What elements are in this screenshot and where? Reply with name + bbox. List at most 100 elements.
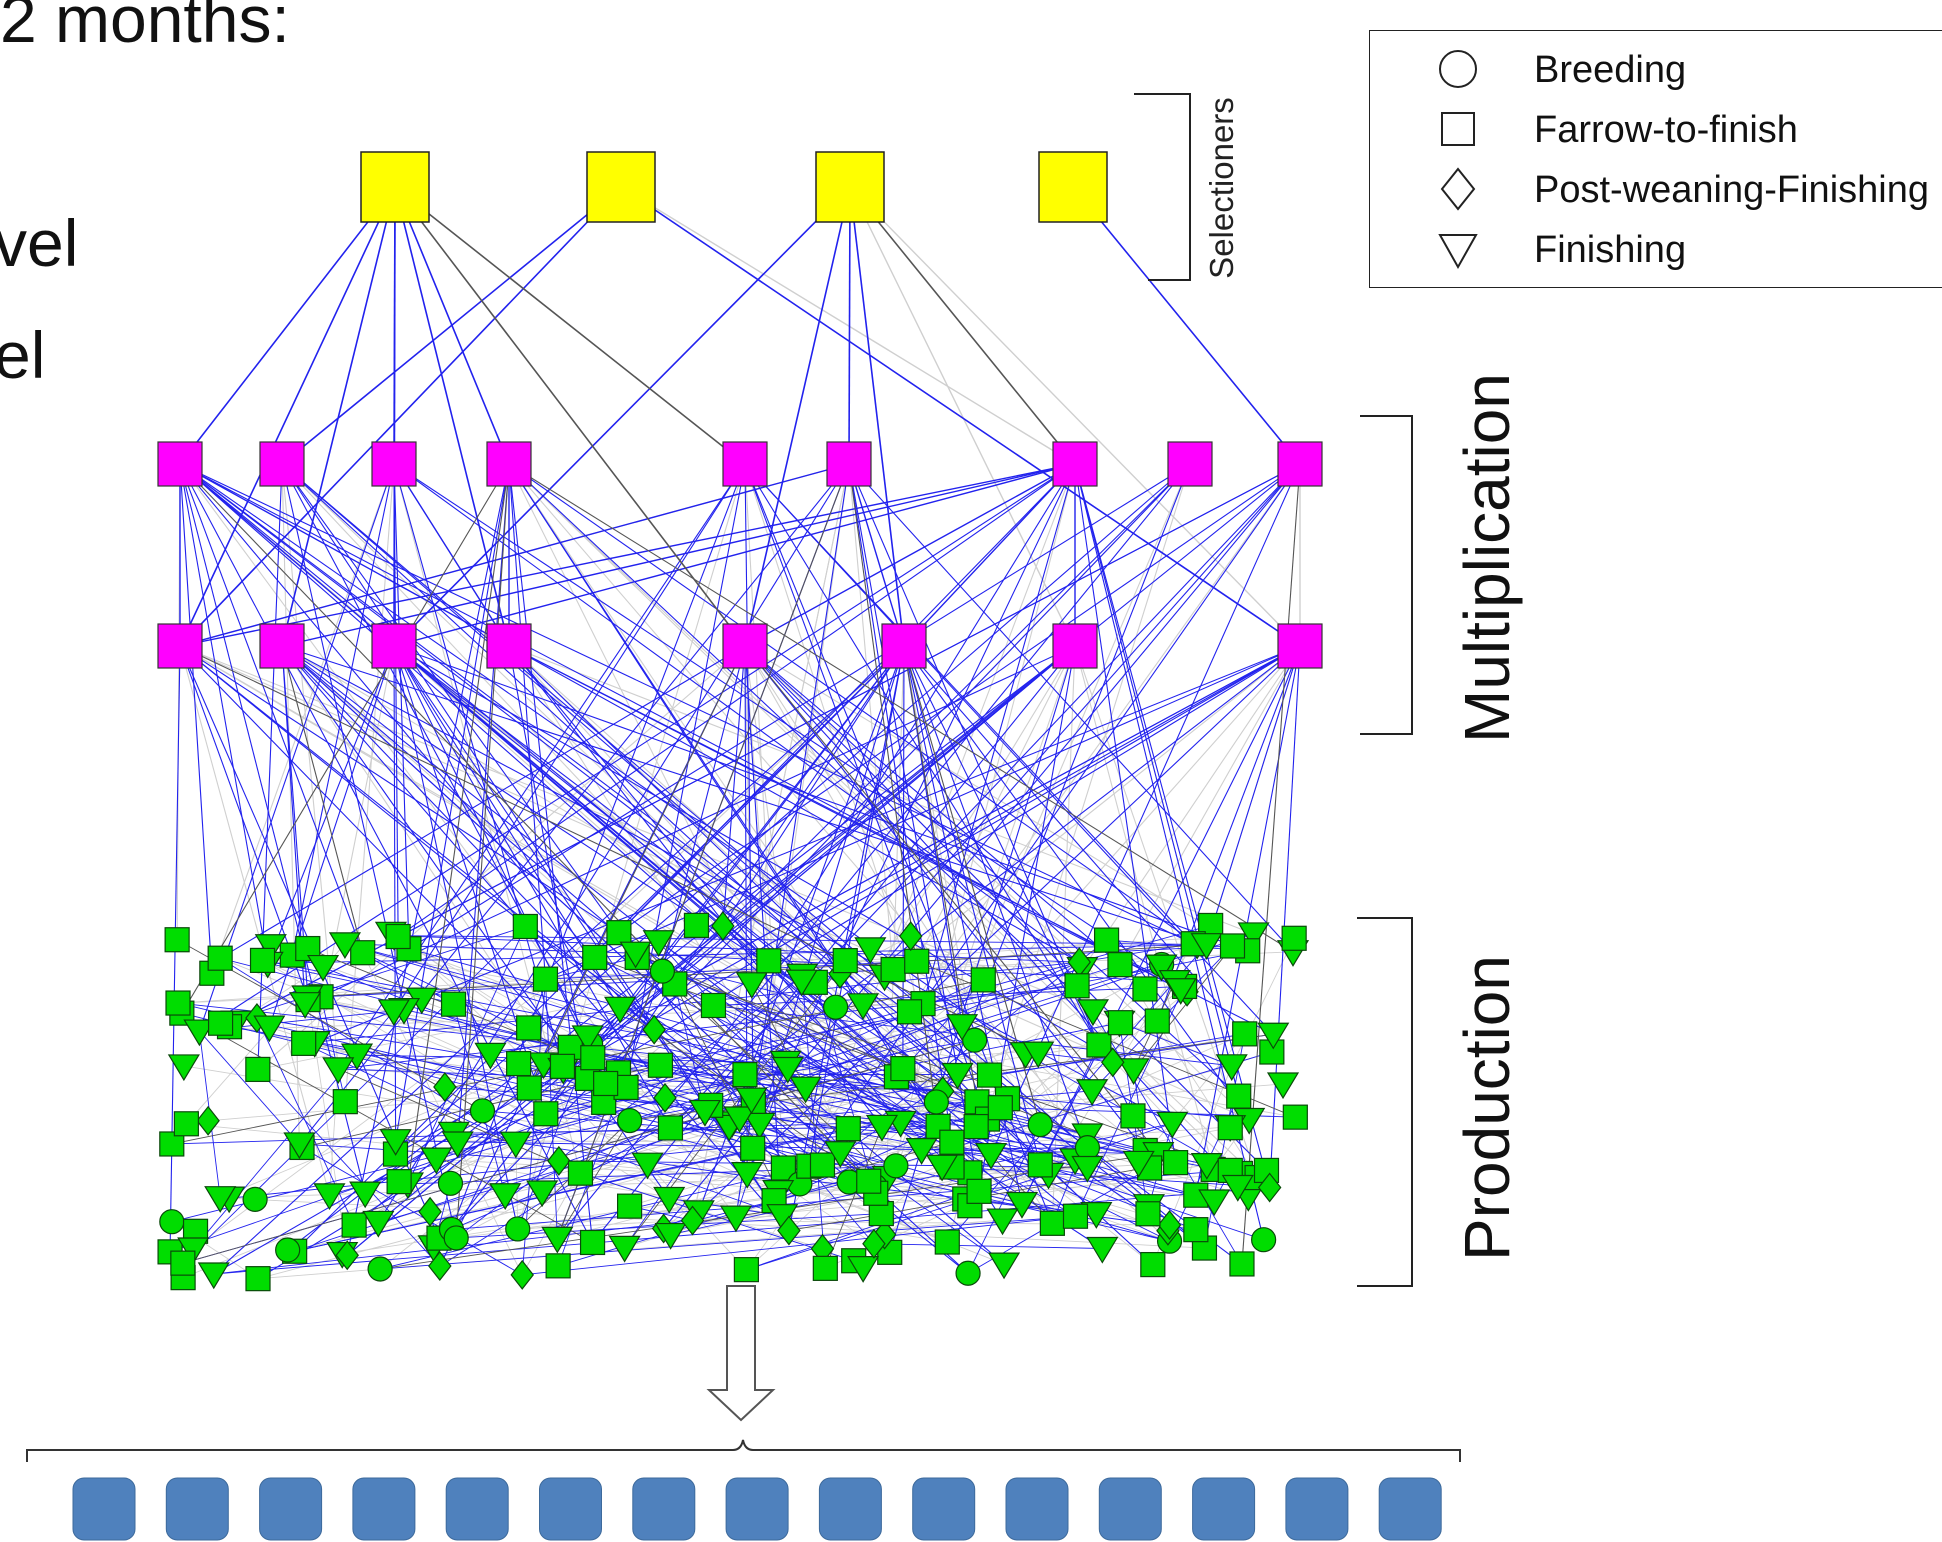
production-node	[1251, 1227, 1277, 1253]
network-edge	[744, 463, 1076, 647]
network-edge	[281, 645, 364, 953]
network-edge	[903, 645, 1041, 1166]
network-edge	[179, 645, 969, 1274]
production-node	[856, 1168, 882, 1194]
network-edge	[171, 1068, 788, 1223]
production-node	[1257, 1172, 1282, 1203]
production-node	[1198, 1189, 1231, 1217]
network-edge	[320, 645, 1076, 998]
network-edge	[338, 1068, 581, 1174]
network-edge	[393, 463, 1176, 983]
network-edge	[451, 463, 1191, 1230]
production-node	[183, 1019, 216, 1047]
production-node	[254, 934, 287, 961]
network-edge	[922, 463, 1076, 1004]
network-edge	[281, 463, 1205, 1249]
production-node	[700, 992, 727, 1019]
network-edge	[394, 186, 746, 647]
production-node	[608, 1235, 641, 1263]
network-edge	[379, 1165, 809, 1270]
production-node	[207, 945, 233, 971]
multiplication-node	[1167, 441, 1213, 487]
production-node	[418, 1196, 442, 1227]
network-edge	[281, 645, 638, 958]
network-edge	[849, 186, 1076, 465]
network-edge	[692, 1220, 1170, 1226]
network-edge	[393, 645, 988, 1120]
production-node	[934, 1229, 960, 1255]
network-edge	[177, 1002, 788, 1069]
production-node	[245, 1266, 271, 1292]
production-node	[1062, 1203, 1089, 1229]
network-edge	[788, 645, 905, 1231]
production-node	[340, 1043, 374, 1071]
network-edge	[287, 645, 1076, 1251]
multiplication-node	[1277, 623, 1323, 669]
production-node	[1157, 1210, 1182, 1241]
network-edge	[219, 645, 746, 959]
production-node	[362, 1210, 395, 1238]
production-node	[1071, 1155, 1104, 1183]
network-edge	[990, 463, 1301, 1155]
network-edge	[1119, 1021, 1232, 1067]
production-node	[367, 1256, 393, 1282]
legend-label: Finishing	[1534, 229, 1687, 271]
network-edge	[179, 463, 395, 647]
network-edge	[451, 1169, 1231, 1230]
network-edge	[664, 974, 803, 1099]
production-node	[966, 1178, 992, 1204]
production-node	[377, 999, 410, 1027]
production-node	[865, 1114, 899, 1142]
production-node	[986, 1208, 1019, 1236]
production-node	[647, 1052, 674, 1078]
production-node	[328, 932, 362, 960]
production-node	[249, 947, 276, 974]
network-edge	[884, 645, 905, 1235]
network-edge	[281, 645, 980, 1192]
network-edge	[179, 463, 364, 953]
network-edge	[620, 186, 1301, 647]
network-edge	[1206, 645, 1301, 945]
production-node	[1257, 1022, 1290, 1050]
multiplication-node	[486, 623, 532, 669]
network-edge	[281, 463, 300, 1144]
production-node	[683, 912, 710, 938]
network-edge	[1092, 1010, 1243, 1265]
network-edge	[921, 463, 1191, 1150]
network-edge	[848, 463, 1294, 953]
multiplication-node	[371, 441, 417, 487]
production-node	[789, 1076, 822, 1104]
network-edge	[179, 463, 737, 1218]
network-edge	[267, 645, 395, 964]
production-node	[1076, 999, 1109, 1027]
production-node	[532, 966, 559, 992]
network-edge	[580, 1172, 854, 1262]
network-edge	[545, 1039, 975, 1115]
multiplication-node	[722, 441, 768, 487]
output-box	[539, 1477, 602, 1541]
network-edge	[353, 463, 1301, 1226]
network-edge	[179, 463, 870, 1182]
production-node	[385, 923, 411, 950]
network-edge	[262, 959, 786, 1063]
production-node	[649, 958, 675, 984]
production-node	[619, 941, 652, 969]
network-edge	[199, 1003, 924, 1032]
production-node	[785, 969, 818, 997]
network-edge	[746, 463, 850, 1174]
network-edge	[1133, 945, 1233, 1071]
production-node	[735, 972, 768, 999]
network-edge	[508, 645, 1181, 991]
network-edge	[556, 1120, 631, 1239]
production-node	[926, 1154, 959, 1182]
production-node	[386, 1169, 412, 1195]
production-node	[420, 1147, 453, 1175]
network-edge	[211, 463, 395, 974]
network-edge	[751, 983, 806, 1089]
production-node	[1027, 1152, 1053, 1178]
production-node	[1064, 973, 1090, 999]
production-node	[433, 1072, 457, 1102]
multiplication-node	[486, 441, 532, 487]
network-edge	[605, 645, 905, 1084]
